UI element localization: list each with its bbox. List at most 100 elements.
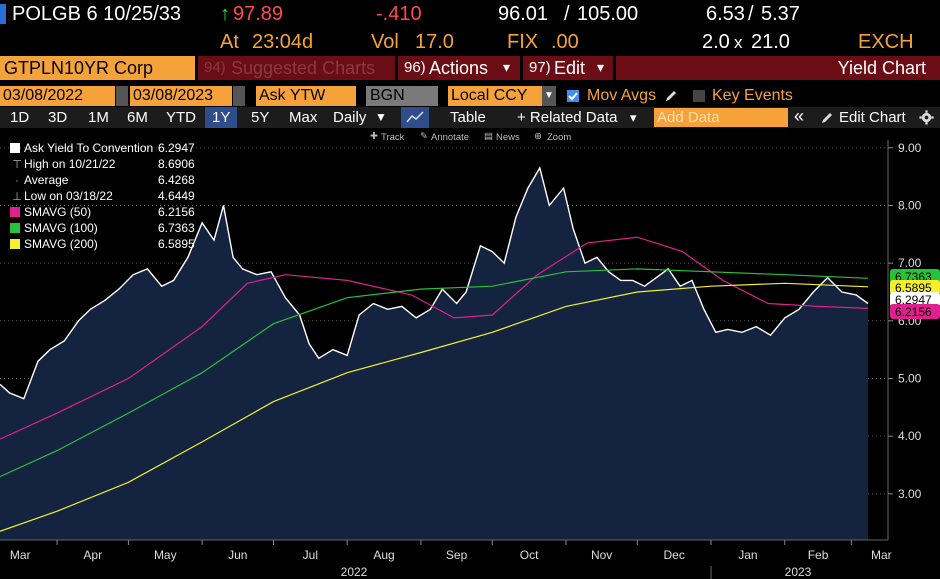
period-toolbar: 1D 3D 1M 6M YTD 1Y 5Y Max Daily ▼ Table … — [0, 107, 940, 128]
legend-label: SMAVG (50) — [24, 205, 92, 219]
last-value-text: 6.5895 — [895, 281, 932, 295]
frequency-select[interactable]: Daily — [333, 109, 367, 126]
legend-label: SMAVG (200) — [24, 237, 98, 251]
actions-menu[interactable]: 96) Actions ▾ — [398, 56, 520, 80]
track-tool[interactable]: Track — [381, 132, 405, 143]
chart-params: 03/08/2022 - 03/08/2023 Ask YTW BGN Loca… — [0, 86, 940, 107]
last-value-text: 6.2156 — [895, 305, 932, 319]
legend-entry: · Average 6.4268 — [10, 172, 195, 188]
x-tick-label: Apr — [83, 548, 102, 562]
security-text: GTPLN10YR Corp — [4, 58, 154, 78]
actions-num: 96) — [404, 59, 426, 76]
related-data-button[interactable]: + Related Data — [517, 109, 618, 126]
key-events-checkbox[interactable] — [693, 90, 705, 102]
period-1m[interactable]: 1M — [88, 109, 109, 126]
add-data-placeholder: Add Data — [657, 109, 720, 126]
legend-label: High on 10/21/22 — [24, 157, 116, 171]
series-line-smavg-50 — [0, 236, 869, 440]
yield-separator: / — [748, 3, 754, 25]
annotate-tool[interactable]: Annotate — [431, 132, 470, 143]
legend-value: 6.7363 — [158, 221, 195, 235]
legend-value: 6.2947 — [158, 141, 195, 155]
legend-entry: SMAVG (200) 6.5895 — [10, 236, 195, 252]
field-select[interactable]: Ask YTW — [256, 86, 356, 106]
add-data-input[interactable]: Add Data — [654, 108, 788, 127]
line-chart-toggle[interactable] — [401, 107, 429, 128]
chart-area-layer — [0, 168, 868, 540]
bid-ask-separator: / — [564, 3, 570, 25]
period-1y[interactable]: 1Y — [205, 107, 238, 128]
legend-swatch — [10, 143, 20, 153]
mov-avgs-label[interactable]: Mov Avgs — [587, 87, 657, 104]
last-value-badge — [890, 280, 940, 295]
period-max[interactable]: Max — [289, 109, 318, 126]
calendar-icon[interactable] — [116, 86, 128, 106]
zoom-tool[interactable]: Zoom — [547, 132, 572, 143]
legend-entry: ⊤ High on 10/21/22 8.6906 — [10, 156, 195, 172]
legend-swatch — [10, 239, 20, 249]
series-line-ask-yield — [0, 166, 869, 400]
track-icon: ✚ — [370, 131, 378, 142]
legend-label: SMAVG (100) — [24, 221, 98, 235]
last-value-badge — [890, 304, 940, 319]
x-tick-label: Dec — [664, 548, 685, 562]
period-1d[interactable]: 1D — [10, 109, 30, 126]
exchange: EXCH — [858, 31, 914, 53]
y-tick-label: 9.00 — [898, 141, 922, 155]
period-5y[interactable]: 5Y — [251, 109, 270, 126]
collapse-icon[interactable]: « — [794, 106, 805, 126]
chart-lines-layer — [0, 166, 869, 532]
security-field[interactable]: GTPLN10YR Corp — [0, 56, 195, 80]
toolbar: GTPLN10YR Corp 94) Suggested Charts 96) … — [0, 55, 940, 81]
fix-value: .00 — [551, 31, 579, 53]
last-price: 97.89 — [233, 3, 284, 25]
size-ask: 21.0 — [751, 31, 790, 53]
legend-entry: Ask Yield To Convention 6.2947 — [10, 140, 195, 156]
key-events-label[interactable]: Key Events — [712, 87, 793, 104]
x-tick-label: Mar — [10, 548, 31, 562]
checkmark-icon — [568, 92, 578, 101]
edit-chart-button[interactable]: Edit Chart — [839, 109, 906, 126]
chevron-down-icon: ▼ — [542, 86, 556, 106]
yield-bid: 6.53 — [706, 3, 745, 25]
bid-price: 96.01 — [498, 3, 549, 25]
currency-select[interactable]: Local CCY ▼ — [448, 86, 556, 106]
source-input[interactable]: BGN — [366, 86, 438, 106]
pencil-icon[interactable] — [664, 89, 678, 103]
currency-text: Local CCY — [451, 87, 528, 104]
legend-value: 6.2156 — [158, 205, 195, 219]
ticker[interactable]: POLGB 6 10/25/33 — [12, 3, 182, 25]
size-bid: 2.0 — [702, 31, 730, 53]
legend-label: Average — [24, 173, 69, 187]
news-tool[interactable]: News — [496, 132, 520, 143]
zoom-icon: ⊕ — [534, 131, 542, 142]
year-label: 2023 — [785, 565, 812, 579]
period-3d[interactable]: 3D — [48, 109, 68, 126]
news-icon: ▤ — [484, 131, 493, 142]
suggested-charts-button[interactable]: 94) Suggested Charts — [198, 56, 395, 80]
last-value-text: 6.2947 — [895, 293, 932, 307]
start-date-input[interactable]: 03/08/2022 — [0, 86, 115, 106]
ask-price: 105.00 — [577, 3, 639, 25]
actions-label: Actions — [429, 58, 489, 78]
volume: 17.0 — [415, 31, 454, 53]
gear-icon[interactable] — [919, 110, 934, 125]
yield-chart[interactable]: 9.008.007.006.005.004.003.00 Mar Apr May Ju… — [0, 140, 940, 579]
suggested-num: 94) — [204, 59, 226, 76]
last-value-badge — [890, 292, 940, 307]
end-date-input[interactable]: 03/08/2023 — [130, 86, 232, 106]
table-button[interactable]: Table — [450, 109, 486, 126]
mov-avgs-checkbox[interactable] — [567, 90, 579, 102]
period-6m[interactable]: 6M — [127, 109, 148, 126]
chevron-down-icon: ▾ — [630, 110, 637, 125]
edit-menu[interactable]: 97) Edit ▾ — [523, 56, 613, 80]
period-ytd[interactable]: YTD — [166, 109, 196, 126]
edit-label: Edit — [554, 58, 586, 78]
yield-area-fill — [0, 168, 868, 540]
calendar-icon[interactable] — [233, 86, 245, 106]
average-marker-icon: · — [15, 175, 19, 187]
net-change: -.410 — [376, 3, 422, 25]
legend-value: 6.4268 — [158, 173, 195, 187]
x-tick-label: Oct — [520, 548, 539, 562]
y-tick-label: 7.00 — [898, 256, 922, 270]
